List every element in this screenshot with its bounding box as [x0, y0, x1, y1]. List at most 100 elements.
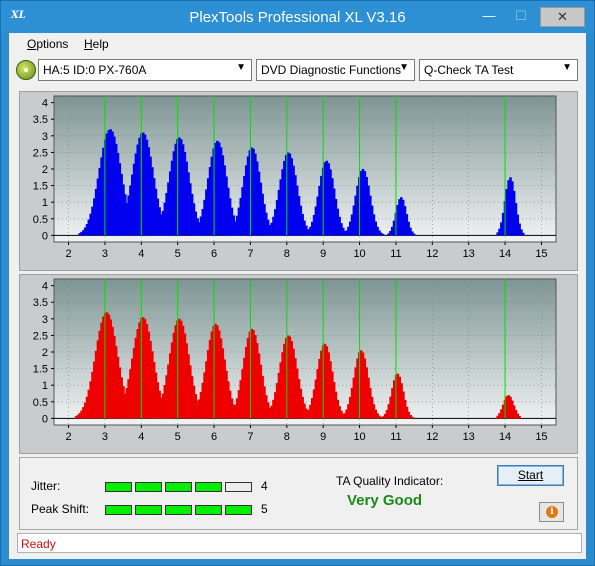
- x-tick-label: 2: [65, 248, 71, 260]
- data-bar: [232, 226, 235, 236]
- y-tick-label: 1.5: [33, 181, 48, 193]
- data-bar: [292, 165, 295, 236]
- x-tick-label: 10: [353, 248, 365, 260]
- data-bar: [307, 230, 310, 236]
- window-title: PlexTools Professional XL V3.16: [189, 9, 406, 26]
- data-bar: [210, 156, 214, 236]
- data-bar: [407, 221, 410, 236]
- data-bar: [275, 200, 279, 236]
- data-bar: [199, 391, 203, 419]
- data-bar: [201, 208, 205, 236]
- data-bar: [263, 233, 266, 236]
- data-bar: [277, 372, 281, 419]
- data-bar: [194, 211, 198, 236]
- data-bar: [187, 172, 190, 236]
- data-bar: [325, 346, 329, 419]
- data-bar: [303, 403, 306, 419]
- data-bar: [361, 352, 365, 419]
- y-tick-label: 0.5: [33, 214, 48, 226]
- data-bar: [94, 188, 98, 236]
- data-bar: [206, 350, 210, 419]
- data-bar: [210, 331, 214, 419]
- data-bar: [82, 407, 85, 419]
- data-bar: [496, 415, 500, 419]
- start-button[interactable]: Start: [497, 465, 564, 486]
- land-chart: 0 0.5 1 1.5 2 2.5 3 3.5 4 2 3 4 5 6 7 8 9 10 11 12 13 14 15: [33, 95, 557, 260]
- info-button[interactable]: i: [539, 502, 564, 522]
- data-bar: [500, 222, 503, 236]
- data-bar: [94, 350, 98, 419]
- data-bar: [301, 213, 304, 236]
- data-bar: [237, 390, 241, 419]
- data-bar: [350, 214, 354, 236]
- data-bar: [518, 223, 521, 236]
- test-select[interactable]: Q-Check TA Test ▼: [419, 59, 578, 81]
- data-bar: [203, 372, 206, 419]
- title-bar[interactable]: XL PlexTools Professional XL V3.16 — ☐ ✕: [1, 1, 594, 33]
- data-bar: [149, 340, 152, 419]
- data-bar: [179, 139, 183, 236]
- data-bar: [279, 179, 283, 236]
- data-bar: [190, 193, 194, 236]
- data-bar: [389, 230, 392, 236]
- data-bar: [219, 338, 223, 419]
- data-bar: [235, 215, 239, 236]
- close-button[interactable]: ✕: [540, 7, 585, 27]
- data-bar: [93, 198, 96, 236]
- y-tick-label: 0: [42, 230, 48, 242]
- data-bar: [143, 134, 147, 236]
- menu-options[interactable]: Options: [27, 37, 68, 51]
- data-bar: [159, 217, 163, 236]
- data-bar: [314, 206, 318, 236]
- data-bar: [297, 196, 301, 236]
- data-bar: [412, 233, 416, 236]
- data-bar: [259, 364, 263, 419]
- function-select[interactable]: DVD Diagnostic Functions ▼: [256, 59, 415, 81]
- data-bar: [252, 148, 255, 236]
- chevron-down-icon: ▼: [236, 62, 246, 73]
- data-bar: [299, 388, 303, 419]
- data-bar: [230, 229, 233, 236]
- data-bar: [136, 329, 140, 419]
- data-bar: [205, 189, 208, 236]
- data-bar: [310, 221, 314, 236]
- data-bar: [85, 224, 89, 236]
- data-bar: [123, 212, 127, 236]
- data-bar: [352, 205, 356, 236]
- data-bar: [288, 336, 292, 419]
- maximize-button[interactable]: ☐: [515, 8, 527, 23]
- data-bar: [98, 167, 102, 236]
- drive-select[interactable]: HA:5 ID:0 PX-760A ▼: [38, 59, 252, 81]
- menu-help[interactable]: Help: [84, 37, 109, 51]
- x-tick-label: 12: [426, 431, 438, 443]
- x-tick-label: 14: [499, 431, 511, 443]
- data-bar: [263, 203, 266, 236]
- meter-segment: [105, 505, 132, 515]
- data-bar: [127, 379, 130, 419]
- data-bar: [331, 178, 334, 236]
- data-bar: [516, 214, 520, 236]
- y-tick-label: 4: [42, 281, 48, 293]
- data-bar: [331, 371, 334, 419]
- data-bar: [107, 314, 111, 419]
- meter-segment: [135, 482, 162, 492]
- data-bar: [179, 320, 183, 419]
- data-bar: [125, 388, 129, 419]
- status-bar: Ready: [17, 533, 582, 553]
- data-bar: [266, 402, 270, 419]
- data-bar: [228, 390, 232, 419]
- data-bar: [297, 379, 301, 419]
- data-bar: [151, 167, 154, 236]
- data-bar: [410, 231, 414, 236]
- data-bar: [152, 178, 156, 236]
- indicator-panel: Jitter: 4 Peak Shift: 5 TA Quality Indic…: [19, 457, 578, 530]
- data-bar: [250, 328, 253, 419]
- data-bar: [183, 333, 187, 419]
- data-bar: [111, 326, 114, 419]
- data-bar: [102, 147, 105, 236]
- data-bar: [334, 198, 338, 236]
- data-bar: [295, 185, 299, 236]
- data-bar: [197, 399, 201, 419]
- minimize-button[interactable]: —: [482, 8, 496, 23]
